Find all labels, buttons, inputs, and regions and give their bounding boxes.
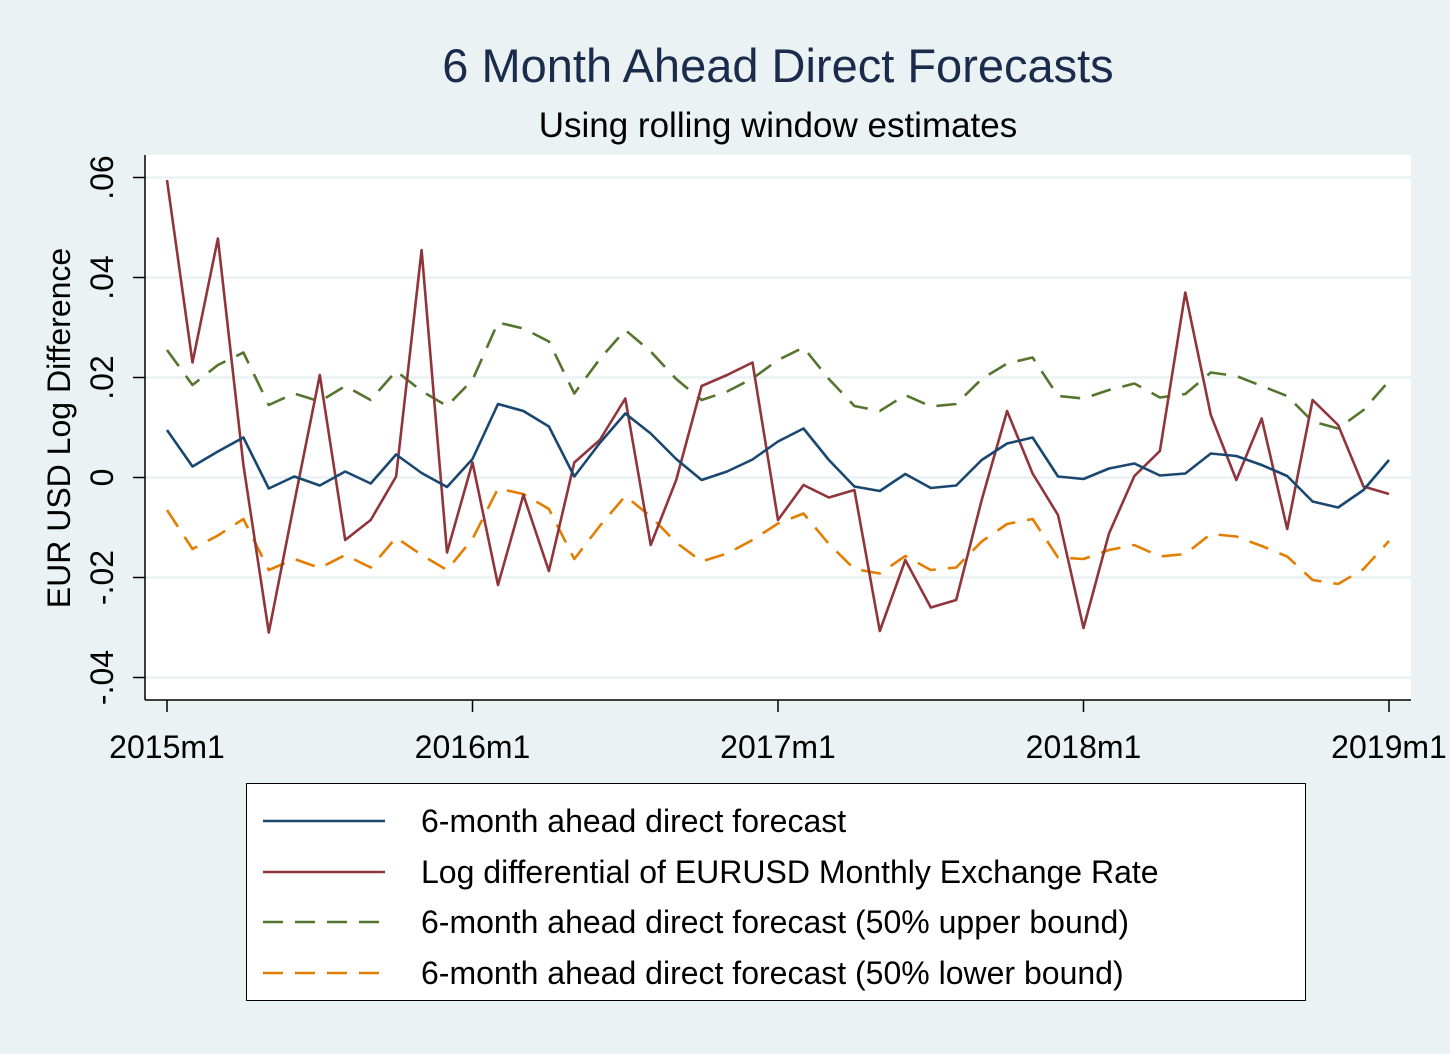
y-tick-label: .04 [84,255,120,299]
line-chart: -.04 -.02 0 .02 .04 .06 2015m1 2016m1 2017m1 2018… [41,155,1447,765]
legend-label: 6-month ahead direct forecast [421,803,847,839]
series-lines [165,179,1390,634]
x-tick-label: 2016m1 [415,729,531,765]
y-tick-label: .06 [84,155,120,199]
legend-swatch [263,920,385,924]
x-tick-label: 2015m1 [109,729,225,765]
legend: 6-month ahead direct forecast Log differ… [246,783,1306,1001]
x-tick-label: 2018m1 [1026,729,1142,765]
x-tick-label: 2017m1 [720,729,836,765]
chart-title: 6 Month Ahead Direct Forecasts [442,39,1114,92]
legend-swatch [263,870,385,874]
x-tick-label: 2019m1 [1331,729,1447,765]
legend-label: Log differential of EURUSD Monthly Excha… [421,854,1159,890]
y-axis-label: EUR USD Log Difference [41,248,77,608]
series-line-0 [165,402,1390,509]
y-tick-label: -.04 [84,650,120,705]
axes [133,155,1411,712]
y-tick-label: .02 [84,355,120,399]
series-line-1 [165,179,1390,634]
legend-item-forecast: 6-month ahead direct forecast [247,801,1305,841]
legend-swatch [263,971,385,975]
legend-label: 6-month ahead direct forecast (50% lower… [421,955,1124,991]
y-tick-label: 0 [84,469,120,487]
y-tick-label: -.02 [84,550,120,605]
series-line-3 [165,487,1390,586]
legend-item-log-differential: Log differential of EURUSD Monthly Excha… [247,852,1305,892]
legend-swatch [263,819,385,823]
legend-item-upper-bound: 6-month ahead direct forecast (50% upper… [247,902,1305,942]
gridlines [145,176,1411,679]
tick-labels: -.04 -.02 0 .02 .04 .06 2015m1 2016m1 2017m1 2018… [84,155,1447,765]
series-line-2 [165,321,1390,430]
legend-label: 6-month ahead direct forecast (50% upper… [421,904,1129,940]
legend-item-lower-bound: 6-month ahead direct forecast (50% lower… [247,953,1305,993]
chart-subtitle: Using rolling window estimates [538,106,1018,145]
plot-area [145,155,1411,700]
